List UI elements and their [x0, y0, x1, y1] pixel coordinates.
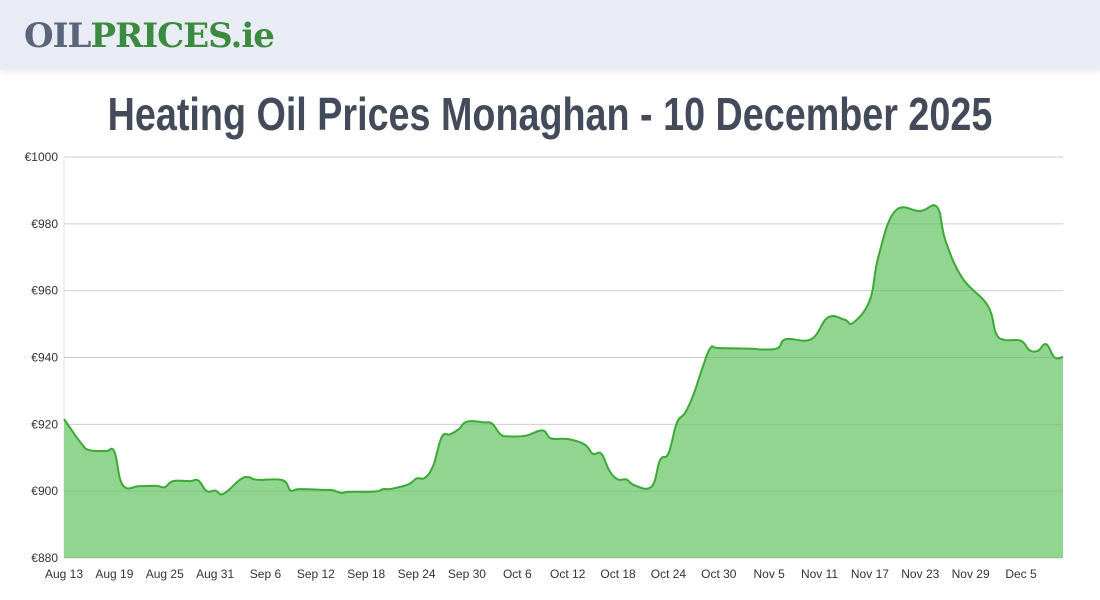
- x-tick-label: Nov 5: [753, 567, 785, 581]
- x-tick-label: Sep 24: [398, 567, 436, 581]
- logo-text-prices: PRICES.ie: [90, 16, 274, 56]
- y-tick-label: €1000: [25, 150, 59, 164]
- x-tick-label: Aug 31: [196, 567, 234, 581]
- y-tick-label: €880: [31, 551, 58, 565]
- x-tick-label: Oct 18: [600, 567, 636, 581]
- x-tick-label: Oct 24: [651, 567, 687, 581]
- x-tick-label: Aug 25: [146, 567, 184, 581]
- x-tick-label: Oct 12: [550, 567, 586, 581]
- site-logo[interactable]: OILPRICES.ie: [24, 14, 275, 58]
- x-tick-label: Sep 30: [448, 567, 486, 581]
- price-line: [63, 204, 1064, 496]
- y-tick-label: €940: [31, 351, 58, 365]
- x-tick-label: Nov 17: [851, 567, 889, 581]
- x-tick-label: Sep 18: [347, 567, 385, 581]
- y-tick-label: €980: [31, 217, 58, 231]
- page-title: Heating Oil Prices Monaghan - 10 Decembe…: [107, 88, 993, 140]
- site-header: OILPRICES.ie: [0, 0, 1100, 70]
- x-tick-label: Aug 19: [95, 567, 133, 581]
- x-tick-label: Sep 6: [250, 567, 282, 581]
- x-tick-label: Oct 6: [503, 567, 532, 581]
- x-tick-label: Nov 23: [901, 567, 939, 581]
- price-area: [64, 205, 1063, 558]
- x-tick-label: Sep 12: [297, 567, 335, 581]
- x-tick-label: Nov 29: [952, 567, 990, 581]
- y-tick-label: €960: [31, 284, 58, 298]
- x-tick-label: Aug 13: [45, 567, 83, 581]
- x-tick-label: Dec 5: [1005, 567, 1037, 581]
- x-tick-label: Oct 30: [701, 567, 737, 581]
- x-tick-label: Nov 11: [801, 567, 838, 581]
- y-tick-label: €920: [31, 417, 58, 431]
- logo-text-oil: OIL: [24, 16, 91, 56]
- y-tick-label: €900: [31, 484, 58, 498]
